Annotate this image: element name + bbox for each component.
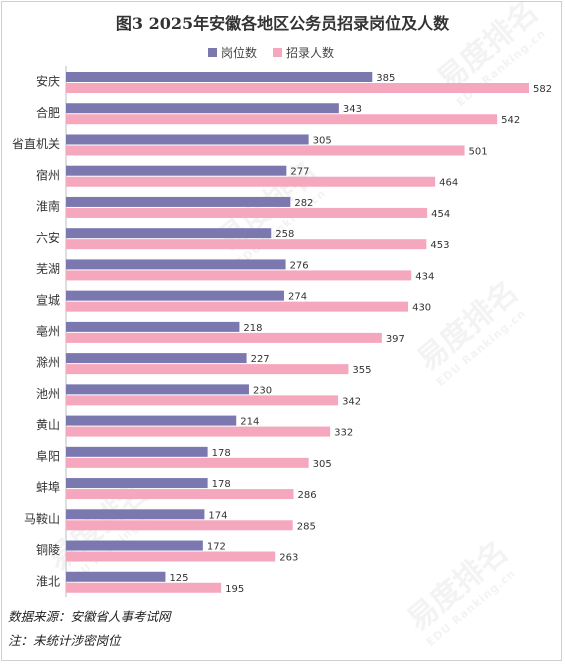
data-label-recruits: 263	[279, 553, 298, 564]
category-label: 亳州	[36, 324, 60, 339]
data-label-positions: 218	[243, 323, 262, 334]
bar-recruits	[66, 114, 498, 125]
bar-recruits	[66, 207, 428, 218]
bar-recruits	[66, 551, 276, 562]
category-label: 六安	[36, 230, 60, 245]
bar-positions	[66, 259, 286, 270]
bar-recruits	[66, 426, 331, 437]
data-label-positions: 178	[212, 448, 231, 459]
category-label: 淮北	[36, 574, 60, 588]
bar-positions	[66, 72, 373, 82]
category-label: 宣城	[36, 292, 60, 307]
legend-swatch-positions	[208, 48, 217, 57]
legend-swatch-recruits	[273, 48, 283, 57]
chart-title: 图3 2025年安徽各地区公务员招录岗位及人数	[115, 14, 450, 33]
category-label: 省直机关	[12, 137, 60, 151]
bar-positions	[66, 353, 247, 364]
bar-positions	[66, 196, 291, 207]
bar-positions	[66, 446, 208, 457]
data-label-recruits: 582	[533, 84, 552, 95]
bar-recruits	[66, 520, 293, 531]
category-label: 阜阳	[36, 449, 60, 463]
data-label-recruits: 286	[298, 490, 317, 501]
data-label-recruits: 285	[297, 521, 316, 532]
bar-recruits	[66, 489, 294, 500]
data-label-positions: 172	[207, 542, 226, 553]
data-label-recruits: 434	[415, 271, 434, 282]
data-label-recruits: 430	[412, 303, 431, 314]
data-label-recruits: 342	[342, 396, 361, 407]
bar-recruits	[66, 145, 465, 156]
category-label: 黄山	[36, 418, 60, 432]
category-label: 池州	[36, 387, 60, 401]
category-label: 宿州	[36, 167, 60, 182]
data-label-positions: 305	[313, 135, 332, 146]
bar-positions	[66, 228, 272, 239]
data-label-positions: 214	[240, 417, 259, 428]
data-label-recruits: 332	[334, 428, 353, 439]
category-label: 芜湖	[36, 261, 60, 276]
data-label-positions: 174	[208, 510, 227, 521]
bar-positions	[66, 103, 339, 114]
data-label-recruits: 501	[469, 146, 488, 157]
category-label: 铜陵	[36, 542, 60, 557]
bar-recruits	[66, 176, 436, 187]
data-label-recruits: 195	[225, 584, 244, 595]
bar-recruits	[66, 582, 222, 593]
bar-recruits	[66, 457, 309, 468]
data-label-positions: 385	[376, 73, 395, 84]
bar-positions	[66, 165, 287, 176]
category-label: 马鞍山	[24, 511, 60, 526]
bar-positions	[66, 134, 309, 145]
bar-recruits	[66, 332, 382, 343]
footer-note: 注：未统计涉密岗位	[8, 633, 121, 648]
chart-legend: 岗位数 招录人数	[208, 44, 334, 61]
bar-positions	[66, 415, 237, 426]
bar-positions	[66, 384, 249, 395]
bar-positions	[66, 478, 208, 489]
data-label-positions: 276	[290, 260, 309, 271]
data-label-positions: 258	[275, 229, 294, 240]
legend-item-positions: 岗位数	[208, 44, 257, 61]
data-label-positions: 277	[290, 167, 309, 178]
data-label-positions: 274	[288, 292, 307, 303]
data-label-positions: 343	[343, 104, 362, 115]
bar-recruits	[66, 364, 349, 375]
bar-positions	[66, 571, 166, 582]
data-label-recruits: 542	[501, 115, 520, 126]
data-label-recruits: 453	[430, 240, 449, 251]
category-label: 安庆	[36, 74, 60, 89]
bar-positions	[66, 540, 203, 551]
bar-positions	[66, 509, 205, 520]
legend-item-recruits: 招录人数	[273, 44, 334, 61]
bar-recruits	[66, 83, 529, 93]
bar-recruits	[66, 270, 412, 281]
category-label: 滁州	[36, 355, 60, 370]
category-label: 蚌埠	[36, 481, 60, 495]
category-label: 合肥	[36, 105, 60, 120]
data-label-positions: 282	[294, 198, 313, 209]
data-label-positions: 230	[253, 385, 272, 396]
legend-label-positions: 岗位数	[221, 46, 258, 60]
bar-positions	[66, 321, 240, 332]
data-label-positions: 178	[212, 479, 231, 490]
data-label-recruits: 464	[439, 178, 458, 189]
legend-label-recruits: 招录人数	[286, 46, 335, 60]
bar-recruits	[66, 239, 427, 250]
category-label: 淮南	[36, 199, 60, 214]
data-label-recruits: 397	[386, 334, 405, 345]
data-label-positions: 125	[169, 573, 188, 584]
data-label-positions: 227	[251, 354, 270, 365]
bar-recruits	[66, 301, 409, 312]
data-label-recruits: 355	[352, 365, 371, 376]
bar-positions	[66, 290, 284, 301]
data-label-recruits: 305	[313, 459, 332, 470]
bar-recruits	[66, 395, 339, 406]
data-label-recruits: 454	[431, 209, 450, 220]
footer-source: 数据来源：安徽省人事考试网	[8, 609, 171, 624]
